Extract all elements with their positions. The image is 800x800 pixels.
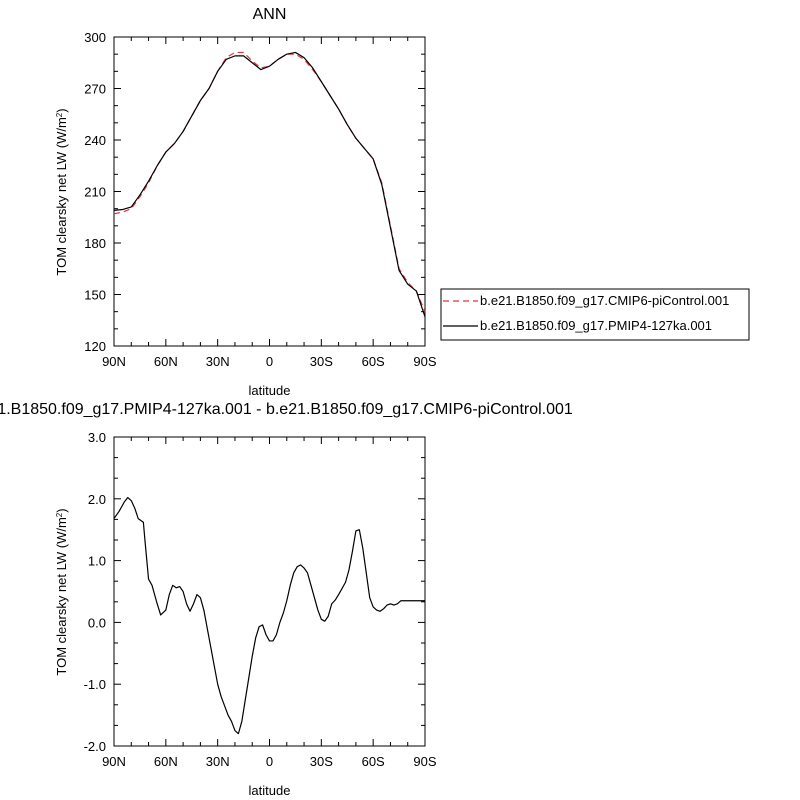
chart-0-ytick-label: 150 <box>84 288 106 303</box>
chart-1-ytick-label: 1.0 <box>88 554 106 569</box>
chart-1-ytick-label: 0.0 <box>88 615 106 630</box>
chart-top-ylabel-end: ) <box>54 108 69 112</box>
chart-1-frame <box>113 436 426 747</box>
chart-1-xtick-label: 60N <box>154 754 178 769</box>
chart-bottom-title: b.e21.B1850.f09_g17.PMIP4-127ka.001 - b.… <box>0 401 573 418</box>
chart-1-xtick-label: 0 <box>266 754 273 769</box>
chart-top-plot-area: 90N 60N 30N 0 30S 60S 90S 120 150 180 210 240 270 300 <box>84 30 437 369</box>
chart-1-series-line-0 <box>113 496 425 735</box>
chart-bottom-ylabel-end: ) <box>54 508 69 512</box>
chart-0-ytick-label: 270 <box>84 82 106 97</box>
chart-0-xtick-label: 90N <box>102 354 126 369</box>
chart-bottom-ylabel: TOM clearsky net LW (W/m2) <box>54 508 69 675</box>
chart-1-xtick-label: 90S <box>413 754 436 769</box>
chart-bottom-ylabel-sup: 2 <box>55 512 64 517</box>
chart-top-ylabel-text: TOM clearsky net LW (W/m <box>54 117 69 275</box>
chart-0-ytick-label: 210 <box>84 185 106 200</box>
chart-0-xtick-label: 30S <box>310 354 333 369</box>
chart-1-xtick-label: 60S <box>362 754 385 769</box>
legend-label-picontrol: b.e21.B1850.f09_g17.CMIP6-piControl.001 <box>480 293 729 308</box>
chart-1-xtick-label: 30S <box>310 754 333 769</box>
chart-1-ytick-label: -1.0 <box>84 677 106 692</box>
chart-bottom-xlabel: latitude <box>249 783 291 798</box>
chart-0-xtick-label: 30N <box>206 354 230 369</box>
chart-top-ylabel: TOM clearsky net LW (W/m2) <box>54 108 69 275</box>
chart-top-title: ANN <box>253 6 287 23</box>
chart-0-ytick-label: 300 <box>84 30 106 45</box>
chart-0-xtick-label: 0 <box>266 354 273 369</box>
chart-bottom-panel: b.e21.B1850.f09_g17.PMIP4-127ka.001 - b.… <box>0 401 573 798</box>
chart-top-xlabel: latitude <box>249 383 291 398</box>
chart-bottom-plot-area: 90N 60N 30N 0 30S 60S 90S -2.0 -1.0 0.0 1.0 2.0 3.0 <box>84 430 437 769</box>
legend-label-127ka: b.e21.B1850.f09_g17.PMIP4-127ka.001 <box>480 318 712 333</box>
chart-1-ytick-label: 2.0 <box>88 492 106 507</box>
chart-1-xtick-label: 30N <box>206 754 230 769</box>
chart-0-xtick-label: 60S <box>362 354 385 369</box>
chart-1-ytick-label: -2.0 <box>84 739 106 754</box>
chart-0-xtick-label: 60N <box>154 354 178 369</box>
chart-0-series-line-1 <box>113 51 426 318</box>
chart-0-xtick-label: 90S <box>413 354 436 369</box>
chart-0-series-line-0 <box>113 51 426 312</box>
chart-bottom-ylabel-text: TOM clearsky net LW (W/m <box>54 517 69 675</box>
legend-box <box>440 288 750 341</box>
chart-top-panel: ANN 90N 60N 30N 0 30S 60S 90S 120 150 180 210 240 27… <box>54 6 750 398</box>
chart-1-xtick-label: 90N <box>102 754 126 769</box>
chart-0-ytick-label: 180 <box>84 236 106 251</box>
chart-0-frame <box>113 36 426 347</box>
chart-top-legend: b.e21.B1850.f09_g17.CMIP6-piControl.001 … <box>440 288 750 341</box>
chart-0-ytick-label: 120 <box>84 339 106 354</box>
chart-1-ytick-label: 3.0 <box>88 430 106 445</box>
chart-top-ylabel-sup: 2 <box>55 112 64 117</box>
chart-0-ytick-label: 240 <box>84 133 106 148</box>
